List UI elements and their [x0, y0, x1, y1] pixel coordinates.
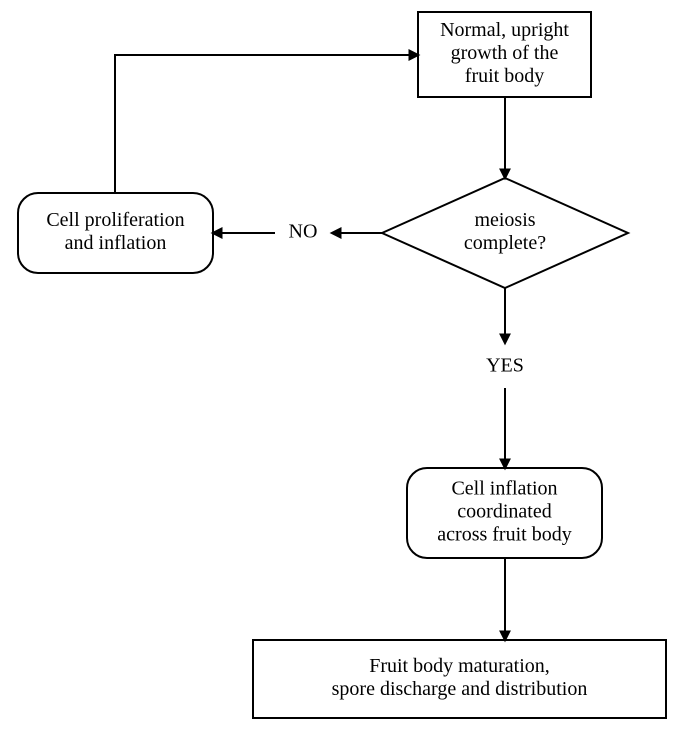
node-decision: meiosiscomplete?	[382, 178, 628, 288]
node-start-line-0: Normal, upright	[440, 19, 569, 41]
node-start-line-2: fruit body	[465, 65, 544, 87]
node-proliferation: Cell proliferationand inflation	[18, 193, 213, 273]
node-maturation: Fruit body maturation,spore discharge an…	[253, 640, 666, 718]
edge-proliferation-to-start	[115, 55, 418, 193]
node-start: Normal, uprightgrowth of thefruit body	[418, 12, 591, 97]
edges	[115, 55, 505, 640]
node-maturation-line-0: Fruit body maturation,	[369, 655, 550, 677]
node-decision-line-1: complete?	[464, 232, 546, 254]
label-yes: YES	[486, 355, 524, 377]
node-maturation-line-1: spore discharge and distribution	[332, 678, 588, 700]
node-coordinated-line-0: Cell inflation	[451, 478, 557, 500]
label-no: NO	[289, 221, 318, 243]
node-coordinated-line-1: coordinated	[457, 501, 551, 523]
node-coordinated: Cell inflationcoordinatedacross fruit bo…	[407, 468, 602, 558]
node-proliferation-line-1: and inflation	[65, 232, 167, 254]
node-start-line-1: growth of the	[451, 42, 559, 64]
node-coordinated-line-2: across fruit body	[437, 524, 571, 546]
node-decision-line-0: meiosis	[474, 209, 535, 231]
flowchart-diagram: Normal, uprightgrowth of thefruit body Ce…	[0, 0, 700, 733]
node-proliferation-line-0: Cell proliferation	[46, 209, 184, 231]
